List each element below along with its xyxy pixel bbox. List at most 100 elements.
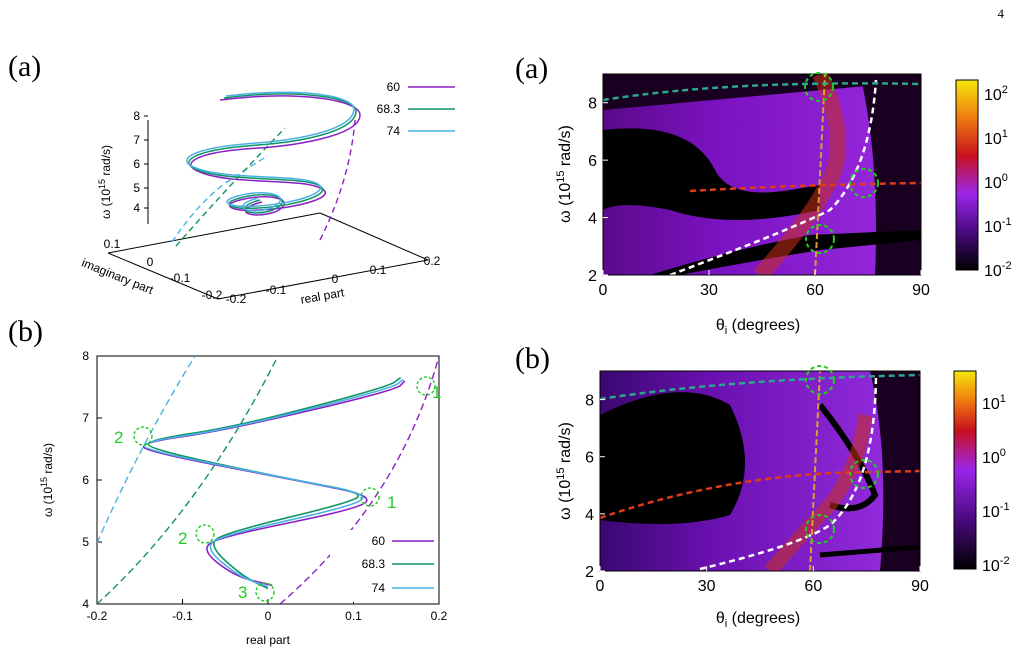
legend: 60 68.3 74	[377, 80, 455, 138]
legend-label: 60	[387, 80, 401, 94]
y-tick-label: 2	[588, 268, 597, 285]
real-tick-label: -0.1	[266, 283, 287, 297]
annotation-circle	[416, 376, 436, 396]
colorbar-tick-label: 10-2	[982, 555, 1010, 575]
annotation-circle	[360, 487, 380, 507]
x-tick-label: 90	[911, 578, 929, 595]
z-tick-label: 7	[133, 133, 140, 147]
spiral-cyan	[186, 91, 355, 212]
colorbar-tick-label: 101	[984, 128, 1008, 148]
panel-letter: (b)	[8, 315, 43, 348]
real-tick-label: 0.2	[424, 254, 441, 268]
y-tick-label: 2	[585, 564, 594, 581]
y-tick-label: 8	[588, 96, 597, 113]
real-tick-label: 0	[332, 272, 339, 286]
y-tick-label: 6	[82, 473, 89, 487]
panel-letter: (a)	[515, 52, 549, 85]
colorbar-tick-label: 10-1	[984, 216, 1012, 236]
purple-dashed-curve	[319, 119, 356, 241]
y-tick-label: 7	[82, 411, 89, 425]
annotation-label: 1	[432, 383, 441, 402]
x-axis-label: θi (degrees)	[716, 317, 800, 337]
panel-letter: (b)	[515, 342, 550, 375]
y-tick-label: 4	[82, 597, 89, 611]
imag-tick-label: 0	[147, 255, 154, 269]
cyan-dashed-curve	[171, 155, 269, 243]
annotation-label: 3	[238, 583, 247, 602]
annotation-circle	[849, 168, 879, 198]
y-axis-label: ω (1015 rad/s)	[555, 422, 574, 520]
x-tick-label: 0	[596, 578, 605, 595]
annotation-circle	[805, 514, 835, 544]
colorbar-tick-label: 100	[984, 172, 1008, 192]
y-axis-label: ω (1015 rad/s)	[555, 125, 574, 223]
imag-axis-label: imaginary part	[80, 256, 156, 298]
y-axis-label: ω (1015 rad/s)	[39, 443, 55, 517]
annotation-circle	[805, 224, 835, 254]
heatmap-b: 8 6 4 2 0 30 60 90 ω (1015 rad/s) θi (degrees)…	[555, 365, 1010, 630]
chart-3d-trajectory: 8 7 6 5 4 ω (1015 rad/s) 0.1 0 -0.1 -0.2…	[80, 80, 455, 307]
colorbar	[953, 370, 977, 570]
x-tick-label: -0.1	[172, 609, 193, 623]
back-axis-line-2	[319, 212, 429, 261]
y-tick-label: 8	[82, 349, 89, 363]
spiral-purple	[190, 95, 361, 216]
series-line-74	[143, 378, 404, 588]
green-dashed-curve	[97, 356, 279, 604]
x-tick-label: 30	[700, 282, 718, 299]
x-axis-label: real part	[246, 633, 291, 647]
annotation-circle	[805, 365, 835, 395]
x-tick-label: 0.2	[431, 609, 448, 623]
legend-label: 60	[372, 534, 386, 548]
z-tick-label: 6	[133, 157, 140, 171]
annotation-label: 2	[114, 428, 123, 447]
x-tick-label: 60	[806, 282, 824, 299]
annotation-circle	[804, 72, 834, 102]
legend-label: 68.3	[362, 557, 386, 571]
colorbar-tick-label: 10-2	[984, 260, 1012, 280]
annotation-label: 2	[178, 529, 187, 548]
heatmap-a: 8 6 4 2 0 30 60 90 ω (1015 rad/s) θi (degrees)…	[555, 72, 1012, 337]
imag-tick-label: -0.1	[170, 271, 191, 285]
legend: 60 68.3 74	[330, 530, 438, 602]
annotation-label: 1	[387, 493, 396, 512]
y-tick-label: 4	[585, 507, 594, 524]
z-tick-label: 4	[133, 201, 140, 215]
colorbar-tick-label: 10-1	[982, 501, 1010, 521]
real-axis-label: real part	[299, 285, 345, 307]
x-tick-label: 0	[265, 609, 272, 623]
imag-axis-line	[107, 252, 219, 300]
y-tick-label: 8	[585, 393, 594, 410]
annotation-circle	[133, 426, 153, 446]
x-tick-label: 60	[804, 578, 822, 595]
annotation-circle	[255, 582, 275, 602]
y-tick-label: 4	[588, 211, 597, 228]
y-tick-label: 6	[588, 153, 597, 170]
real-tick-label: 0.1	[370, 263, 387, 277]
legend-label: 68.3	[377, 102, 401, 116]
y-tick-label: 6	[585, 450, 594, 467]
z-axis-label: ω (1015 rad/s)	[97, 145, 113, 219]
annotation-circle	[849, 459, 879, 489]
legend-label: 74	[372, 581, 386, 595]
x-tick-label: 30	[698, 578, 716, 595]
y-tick-label: 5	[82, 535, 89, 549]
colorbar	[955, 79, 979, 271]
x-tick-label: 0.1	[345, 609, 362, 623]
legend-label: 74	[387, 124, 401, 138]
x-axis-label: θi (degrees)	[716, 610, 800, 630]
page-number: 4	[997, 6, 1005, 21]
x-tick-label: 0	[599, 282, 608, 299]
z-tick-label: 5	[133, 181, 140, 195]
x-tick-label: -0.2	[87, 609, 108, 623]
x-tick-label: 90	[912, 282, 930, 299]
cyan-dashed-curve	[97, 356, 196, 544]
spiral-green	[188, 93, 357, 214]
colorbar-tick-label: 100	[982, 447, 1006, 467]
real-tick-label: -0.2	[226, 292, 247, 306]
panel-letter: (a)	[8, 50, 42, 83]
imag-tick-label: -0.2	[202, 288, 223, 302]
real-axis-line	[217, 259, 429, 300]
annotation-circle	[195, 524, 215, 544]
back-axis-line	[107, 212, 321, 254]
